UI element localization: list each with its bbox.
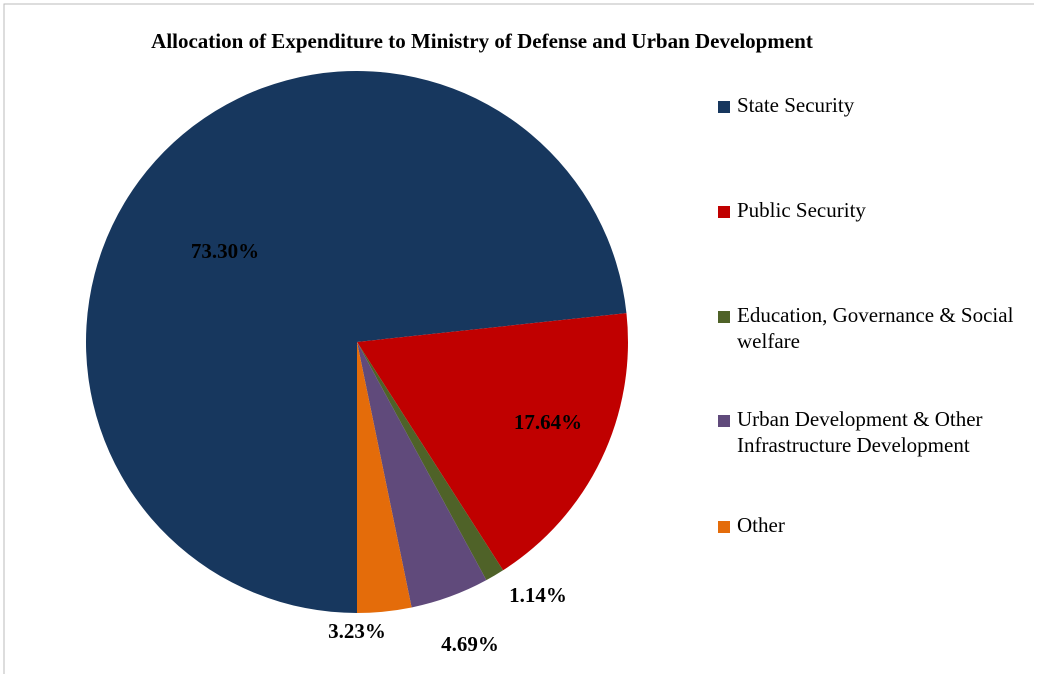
legend-label: Other (737, 513, 785, 537)
legend-swatch (718, 206, 730, 218)
data-label: 1.14% (509, 583, 567, 607)
data-label: 73.30% (191, 239, 259, 263)
legend-label: State Security (737, 93, 855, 117)
pie-slice (86, 71, 627, 614)
data-label: 4.69% (441, 632, 499, 656)
pie-slice (357, 342, 504, 581)
chart-title: Allocation of Expenditure to Ministry of… (151, 29, 813, 53)
legend-label: Education, Governance & Social welfare (737, 303, 1014, 353)
data-label: 3.23% (328, 619, 386, 643)
pie-slice (357, 342, 487, 608)
chart-frame (3, 3, 1034, 674)
data-label: 17.64% (514, 410, 582, 434)
pie-slice (357, 313, 628, 571)
legend-swatch (718, 101, 730, 113)
legend-label: Public Security (737, 198, 866, 222)
legend-label: Urban Development & Other Infrastructure … (737, 407, 983, 457)
legend-swatch (718, 415, 730, 427)
legend-swatch (718, 521, 730, 533)
pie-slice (357, 342, 412, 613)
legend-swatch (718, 311, 730, 323)
